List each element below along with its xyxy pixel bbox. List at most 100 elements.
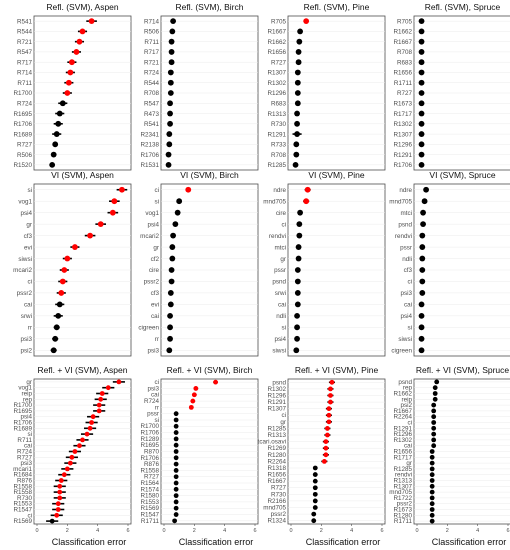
y-tick-label: R727 [397, 90, 413, 97]
y-tick-label: si [154, 198, 159, 205]
data-point [173, 499, 179, 505]
data-point [429, 466, 435, 472]
y-tick-label: R1689 [13, 131, 32, 138]
x-tick-label: 4 [96, 528, 99, 534]
y-tick-label: mnd705 [389, 489, 412, 496]
y-tick-label: si [27, 187, 32, 194]
y-tick-label: R1717 [393, 111, 412, 118]
y-tick-label: R547 [144, 101, 160, 108]
data-point [87, 232, 93, 239]
x-tick-label: 4 [350, 528, 353, 534]
data-point [418, 301, 425, 308]
data-point [419, 232, 426, 239]
y-tick-label: R1569 [13, 518, 32, 525]
y-tick-label: R1580 [140, 493, 159, 500]
data-point [54, 512, 60, 518]
y-tick-label: vog1 [145, 210, 159, 217]
y-tick-label: psi4 [400, 313, 412, 320]
data-point [431, 402, 437, 408]
y-tick-label: R1302 [393, 437, 412, 444]
y-tick-label: R708 [271, 152, 287, 159]
data-point [329, 379, 335, 385]
y-tick-label: R876 [144, 461, 160, 468]
panel-1: Refl. (SVM), Aspen R541 R544 R721 R547 R717 R7… [13, 2, 132, 171]
y-tick-label: psnd [272, 379, 286, 386]
data-point [431, 414, 437, 420]
panel-7: VI (SVM), Pine ndre mnd705 cire ci rendvi mtci… [263, 170, 386, 357]
data-point [213, 379, 218, 385]
data-point [326, 412, 332, 418]
y-tick-label: pssr2 [397, 501, 413, 508]
data-point [167, 69, 174, 76]
data-point [173, 505, 179, 511]
y-tick-label: R1706 [140, 152, 159, 159]
y-tick-label: R1656 [267, 472, 286, 479]
y-tick-label: psi3 [147, 348, 159, 355]
data-point [190, 398, 196, 404]
data-point [418, 335, 425, 342]
panel-title: Refl. (SVM), Spruce [425, 2, 501, 12]
data-point [55, 120, 62, 127]
y-tick-label: R730 [271, 491, 287, 498]
y-tick-label: mcari2 [13, 267, 32, 274]
y-tick-label: ci [154, 187, 159, 194]
data-point [168, 278, 175, 285]
data-point [52, 141, 59, 148]
data-point [166, 141, 173, 148]
data-point [323, 445, 329, 451]
y-tick-label: pssr [147, 411, 159, 418]
data-point [296, 232, 303, 239]
y-tick-label: pssr2 [144, 279, 160, 286]
y-tick-label: psi4 [20, 210, 32, 217]
data-point [90, 414, 96, 420]
y-tick-label: R1302 [267, 80, 286, 87]
y-tick-label: R1553 [140, 499, 159, 506]
data-point [64, 90, 71, 96]
panel-12: Refl. + VI (SVM), Spruce psndrepR1662reip… [389, 365, 510, 534]
data-point [173, 493, 179, 499]
y-tick-label: R1700 [13, 90, 32, 97]
data-point [166, 347, 173, 354]
y-tick-label: R1280 [393, 512, 412, 519]
x-tick-label: 6 [126, 528, 129, 534]
data-point [328, 393, 333, 398]
y-tick-label: psi4 [274, 336, 286, 343]
y-tick-label: R1574 [140, 486, 159, 493]
y-tick-label: R1324 [267, 518, 286, 525]
data-point [295, 244, 302, 250]
data-point [57, 483, 63, 489]
data-point [431, 425, 437, 431]
data-point [109, 209, 116, 216]
data-point [418, 28, 425, 35]
panel-9: Refl. + VI (SVM), Aspengrvog1reiprepR170… [13, 365, 132, 534]
data-point [418, 151, 425, 158]
x-tick-label: 4 [476, 528, 479, 534]
x-tick-label: 0 [162, 528, 165, 534]
y-tick-label: R727 [271, 59, 287, 66]
data-point [73, 49, 80, 55]
y-tick-label: R876 [17, 477, 33, 484]
y-tick-label: R1662 [393, 390, 412, 397]
data-point [295, 59, 302, 66]
y-tick-label: R1706 [393, 162, 412, 169]
y-tick-label: R1706 [13, 419, 32, 426]
y-tick-label: R1700 [140, 423, 159, 430]
data-point [294, 120, 300, 127]
data-point [53, 324, 60, 331]
data-point [429, 501, 435, 507]
data-point [418, 312, 425, 319]
data-point [169, 255, 176, 262]
x-axis-label-col2: Classification error [179, 537, 254, 547]
data-point [294, 290, 301, 296]
data-point [419, 244, 426, 250]
data-point [168, 38, 175, 45]
y-tick-label: ci [281, 221, 286, 228]
y-tick-label: rep [403, 385, 413, 392]
data-point [431, 431, 437, 437]
data-point [303, 198, 310, 205]
data-point [191, 392, 197, 398]
x-tick-label: 6 [253, 528, 256, 534]
data-point [167, 312, 173, 319]
data-point [166, 131, 173, 137]
y-tick-label: mtci [274, 244, 286, 251]
